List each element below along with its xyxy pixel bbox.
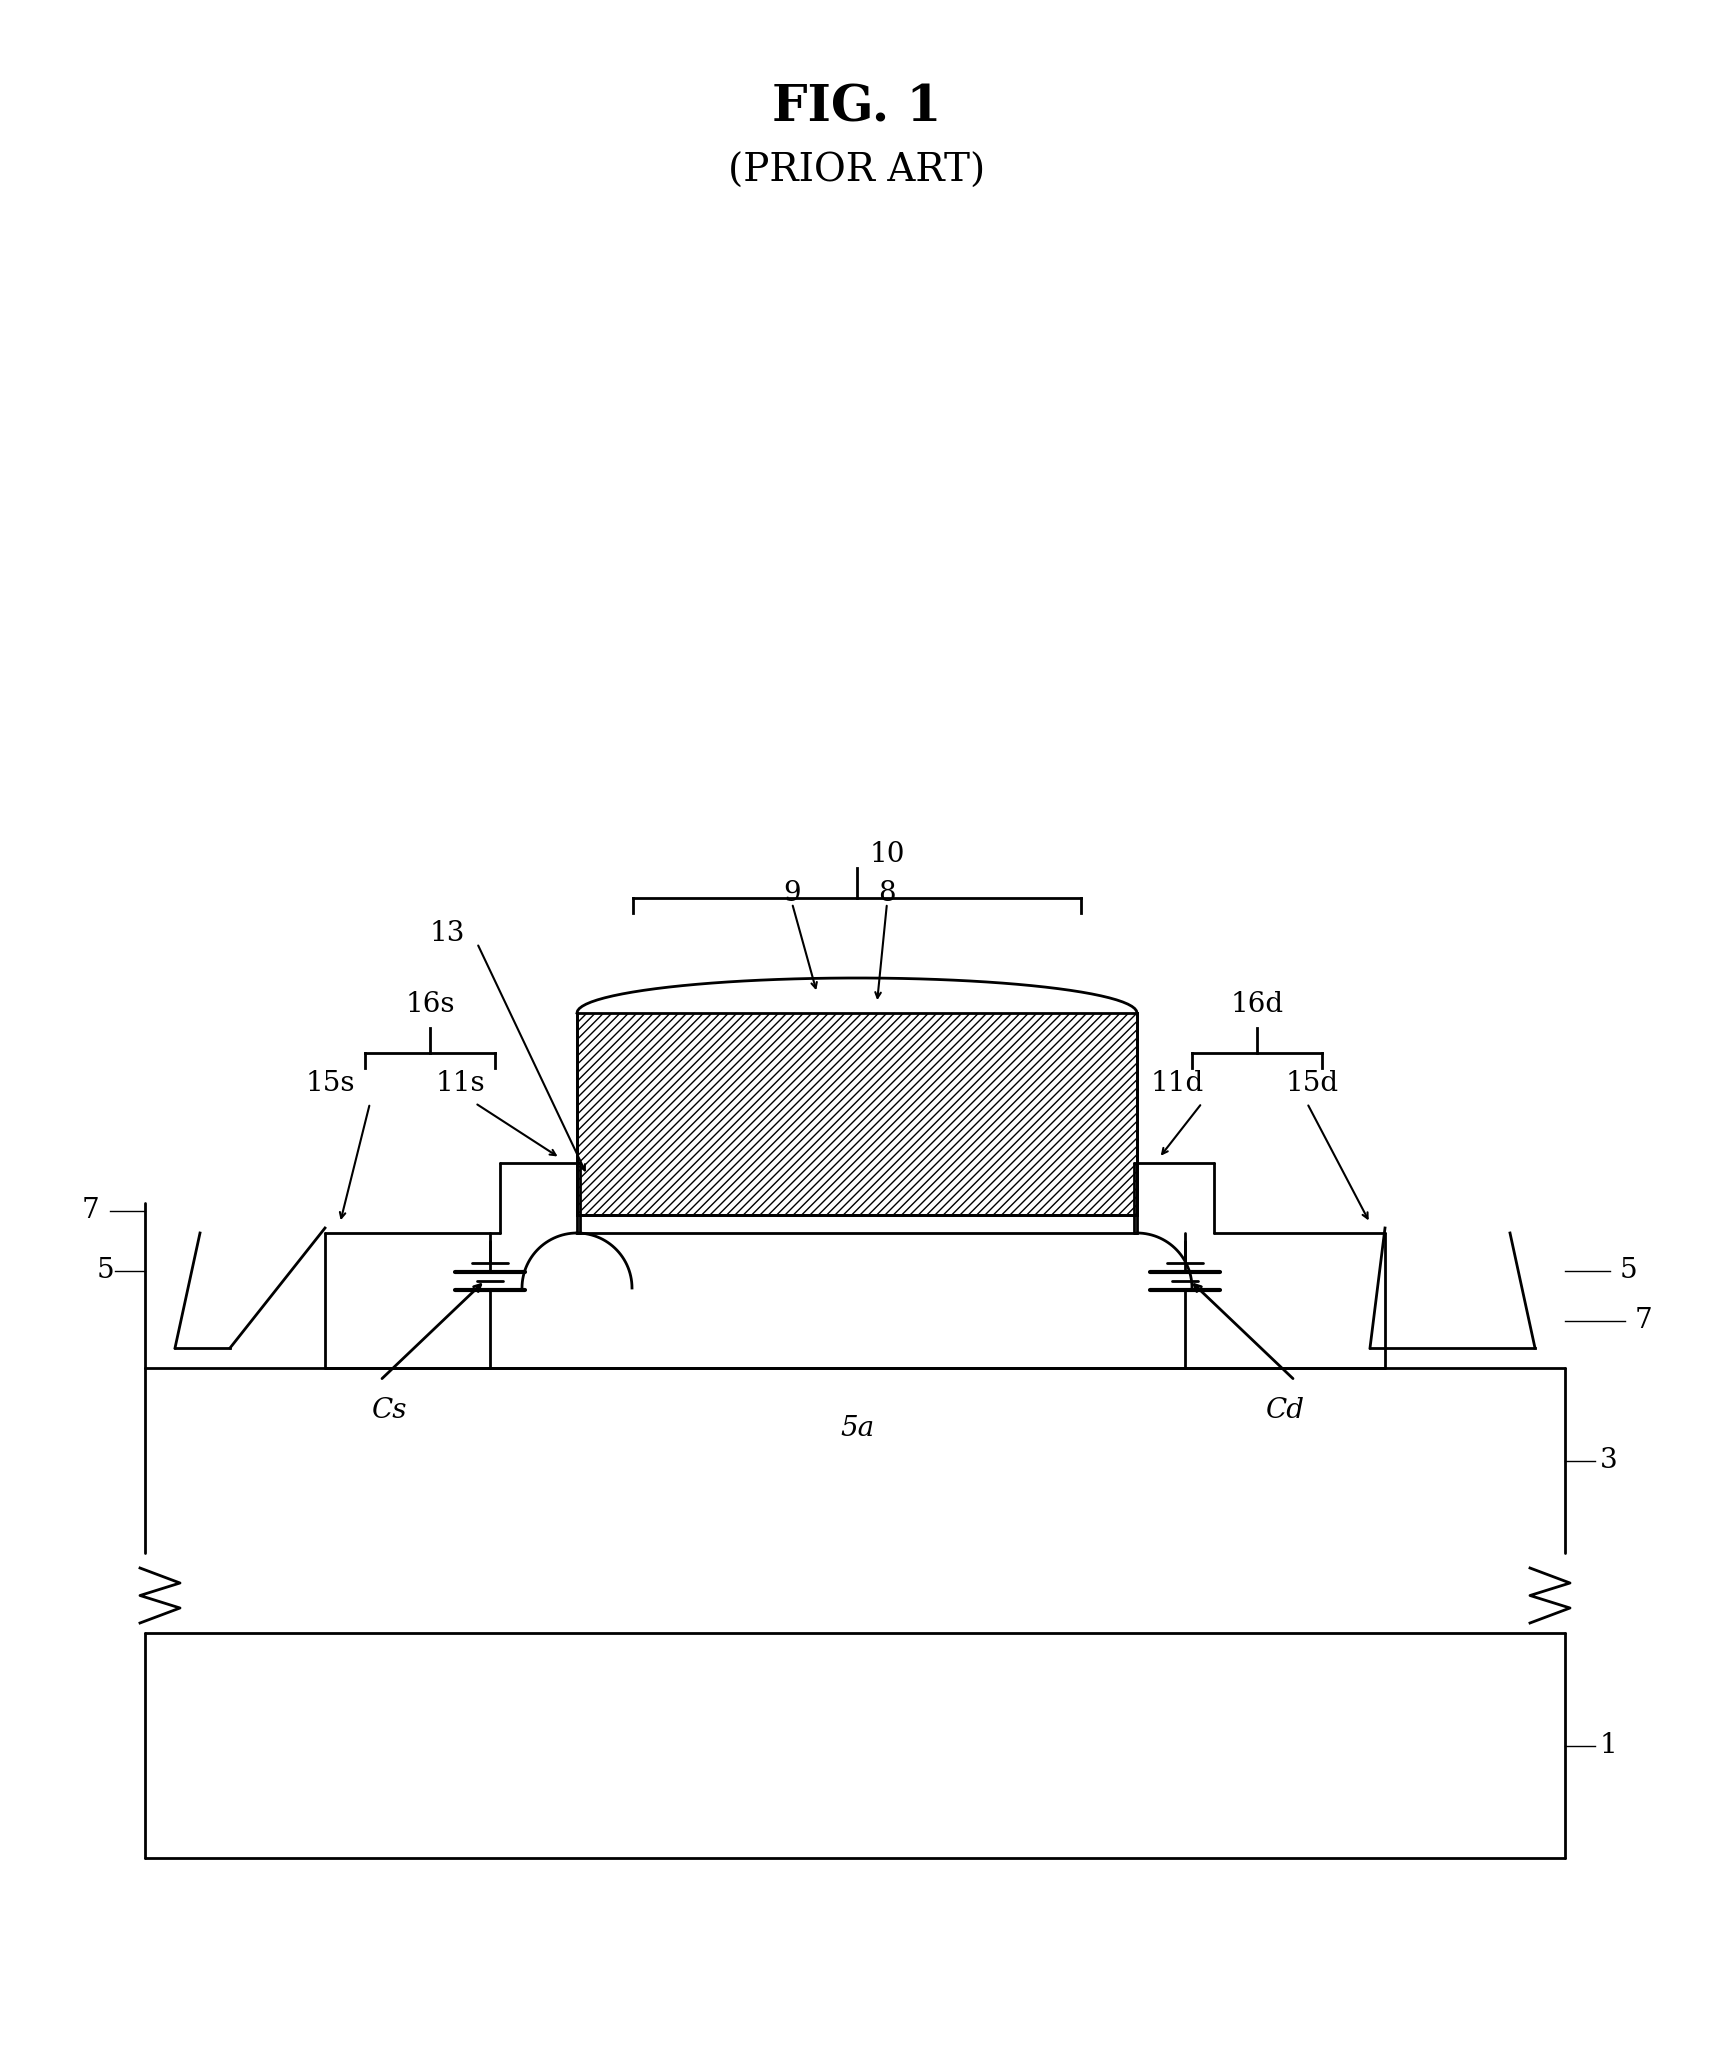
Text: 5: 5 bbox=[96, 1256, 113, 1283]
Bar bbox=[578, 1013, 1136, 1215]
Text: 7: 7 bbox=[81, 1197, 99, 1223]
Text: 5a: 5a bbox=[840, 1415, 874, 1442]
Text: 13: 13 bbox=[428, 920, 464, 947]
Text: 3: 3 bbox=[1599, 1446, 1618, 1473]
Text: Cd: Cd bbox=[1265, 1397, 1304, 1423]
Text: 8: 8 bbox=[878, 879, 896, 906]
Text: FIG. 1: FIG. 1 bbox=[773, 83, 941, 132]
Text: 15d: 15d bbox=[1286, 1069, 1339, 1098]
Text: 7: 7 bbox=[1635, 1308, 1652, 1335]
Text: 16s: 16s bbox=[405, 990, 454, 1017]
Text: 9: 9 bbox=[783, 879, 800, 906]
Text: 1: 1 bbox=[1599, 1733, 1618, 1760]
Text: (PRIOR ART): (PRIOR ART) bbox=[728, 153, 986, 190]
Text: 15s: 15s bbox=[305, 1069, 355, 1098]
Text: 10: 10 bbox=[869, 842, 905, 869]
Text: 11s: 11s bbox=[435, 1069, 485, 1098]
Text: Cs: Cs bbox=[372, 1397, 408, 1423]
Text: 11d: 11d bbox=[1150, 1069, 1203, 1098]
Bar bbox=[578, 1215, 1136, 1234]
Text: 5: 5 bbox=[1620, 1256, 1637, 1283]
Text: 16d: 16d bbox=[1231, 990, 1284, 1017]
